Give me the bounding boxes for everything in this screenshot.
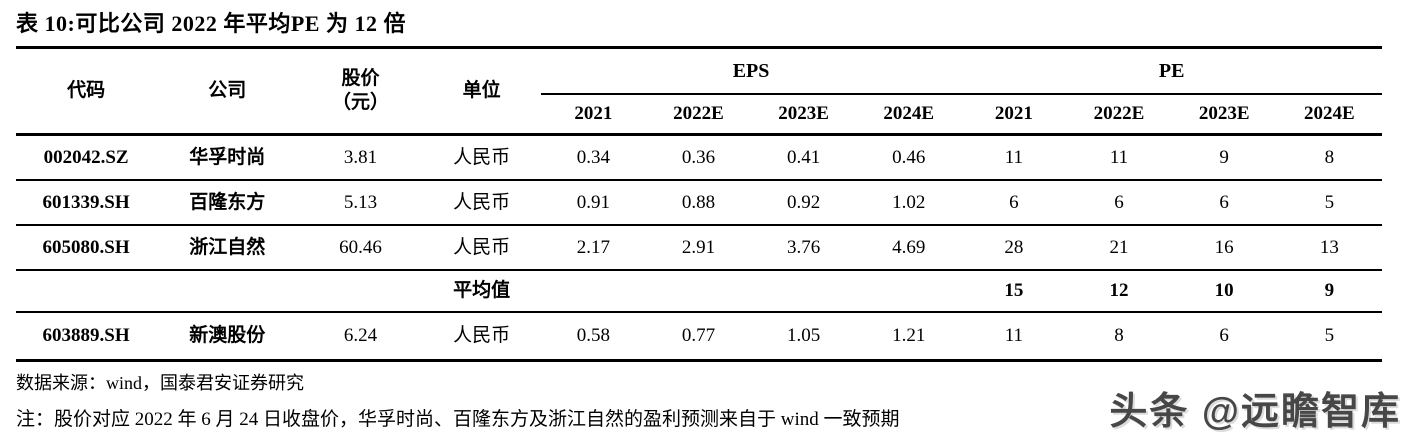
cell-unit: 人民币 <box>422 134 541 181</box>
cell-price: 3.81 <box>298 134 423 181</box>
cell-pe-2024e: 9 <box>1276 270 1382 313</box>
cell-code: 603889.SH <box>16 312 157 362</box>
cell-eps-2023e: 0.41 <box>751 134 857 181</box>
col-header-code: 代码 <box>16 47 157 136</box>
cell-pe-2021: 15 <box>961 270 1067 313</box>
cell-eps-2024e: 1.02 <box>856 180 962 226</box>
cell-eps-2024e: 1.21 <box>856 312 962 362</box>
cell-eps-2022e: 0.77 <box>645 312 752 362</box>
eps-year-2024e: 2024E <box>856 94 962 136</box>
cell-pe-2021: 11 <box>961 312 1067 362</box>
eps-year-2022e: 2022E <box>645 94 752 136</box>
cell-eps-2024e <box>856 270 962 313</box>
table-row-xinao: 603889.SH 新澳股份 6.24 人民币 0.58 0.77 1.05 1… <box>16 312 1382 362</box>
pe-year-2021: 2021 <box>961 94 1067 136</box>
cell-unit: 人民币 <box>422 225 541 271</box>
pe-year-2022e: 2022E <box>1066 94 1172 136</box>
pe-year-2024e: 2024E <box>1276 94 1382 136</box>
cell-eps-2022e: 0.88 <box>645 180 752 226</box>
cell-pe-2024e: 5 <box>1276 312 1382 362</box>
cell-price <box>298 270 423 313</box>
cell-pe-2023e: 6 <box>1171 180 1277 226</box>
col-header-price-line1: 股价 <box>341 68 380 90</box>
cell-company: 新澳股份 <box>156 312 299 362</box>
cell-eps-2023e: 1.05 <box>751 312 857 362</box>
cell-eps-2022e <box>645 270 752 313</box>
cell-company: 百隆东方 <box>156 180 299 226</box>
cell-price: 6.24 <box>298 312 423 362</box>
cell-eps-2022e: 0.36 <box>645 134 752 181</box>
cell-eps-2021: 0.34 <box>540 134 646 181</box>
cell-pe-2022e: 12 <box>1066 270 1172 313</box>
cell-eps-2022e: 2.91 <box>645 225 752 271</box>
table-row-huafu: 002042.SZ 华孚时尚 3.81 人民币 0.34 0.36 0.41 0… <box>16 134 1382 181</box>
cell-pe-2021: 28 <box>961 225 1067 271</box>
table-header: 代码 公司 股价 （元） 单位 EPS PE 2021 2022E 2023E … <box>16 47 1382 136</box>
cell-pe-2021: 11 <box>961 134 1067 181</box>
pe-year-2023e: 2023E <box>1171 94 1277 136</box>
cell-eps-2021: 0.58 <box>540 312 646 362</box>
cell-pe-2021: 6 <box>961 180 1067 226</box>
cell-pe-2022e: 6 <box>1066 180 1172 226</box>
cell-unit: 人民币 <box>422 312 541 362</box>
cell-eps-2021: 2.17 <box>540 225 646 271</box>
cell-code <box>16 270 157 313</box>
table-row-bailong: 601339.SH 百隆东方 5.13 人民币 0.91 0.88 0.92 1… <box>16 180 1382 226</box>
cell-unit: 人民币 <box>422 180 541 226</box>
table-title: 表 10:可比公司 2022 年平均PE 为 12 倍 <box>16 11 406 36</box>
cell-pe-2024e: 5 <box>1276 180 1382 226</box>
cell-eps-2023e: 0.92 <box>751 180 857 226</box>
group-header-eps: EPS <box>540 47 962 95</box>
col-header-unit: 单位 <box>422 47 541 136</box>
watermark-toutiao-yuanzhan: 头条 @远瞻智库 <box>1109 391 1401 433</box>
col-header-price: 股价 （元） <box>298 47 423 136</box>
cell-eps-2024e: 0.46 <box>856 134 962 181</box>
cell-code: 601339.SH <box>16 180 157 226</box>
footnote-line: 注：股价对应 2022 年 6 月 24 日收盘价，华孚时尚、百隆东方及浙江自然… <box>16 409 900 430</box>
cell-eps-2023e: 3.76 <box>751 225 857 271</box>
comparable-companies-table: 代码 公司 股价 （元） 单位 EPS PE 2021 2022E 2023E … <box>16 46 1382 362</box>
cell-price: 5.13 <box>298 180 423 226</box>
cell-eps-2024e: 4.69 <box>856 225 962 271</box>
eps-year-2021: 2021 <box>540 94 646 136</box>
cell-eps-2021 <box>540 270 646 313</box>
data-source-line: 数据来源：wind，国泰君安证券研究 <box>16 373 304 393</box>
cell-average-label: 平均值 <box>422 270 541 313</box>
eps-year-2023e: 2023E <box>751 94 857 136</box>
cell-eps-2021: 0.91 <box>540 180 646 226</box>
cell-price: 60.46 <box>298 225 423 271</box>
cell-pe-2023e: 6 <box>1171 312 1277 362</box>
cell-company: 浙江自然 <box>156 225 299 271</box>
cell-pe-2023e: 9 <box>1171 134 1277 181</box>
cell-pe-2024e: 13 <box>1276 225 1382 271</box>
group-header-pe: PE <box>961 47 1382 95</box>
cell-pe-2024e: 8 <box>1276 134 1382 181</box>
cell-pe-2022e: 8 <box>1066 312 1172 362</box>
cell-eps-2023e <box>751 270 857 313</box>
cell-pe-2022e: 21 <box>1066 225 1172 271</box>
cell-pe-2023e: 10 <box>1171 270 1277 313</box>
cell-code: 605080.SH <box>16 225 157 271</box>
cell-code: 002042.SZ <box>16 134 157 181</box>
cell-company: 华孚时尚 <box>156 134 299 181</box>
cell-pe-2023e: 16 <box>1171 225 1277 271</box>
cell-company <box>156 270 299 313</box>
col-header-company: 公司 <box>156 47 299 136</box>
col-header-price-line2: （元） <box>331 92 389 113</box>
table-row-zhejiang: 605080.SH 浙江自然 60.46 人民币 2.17 2.91 3.76 … <box>16 225 1382 271</box>
table-row-average: 平均值 15 12 10 9 <box>16 270 1382 313</box>
cell-pe-2022e: 11 <box>1066 134 1172 181</box>
